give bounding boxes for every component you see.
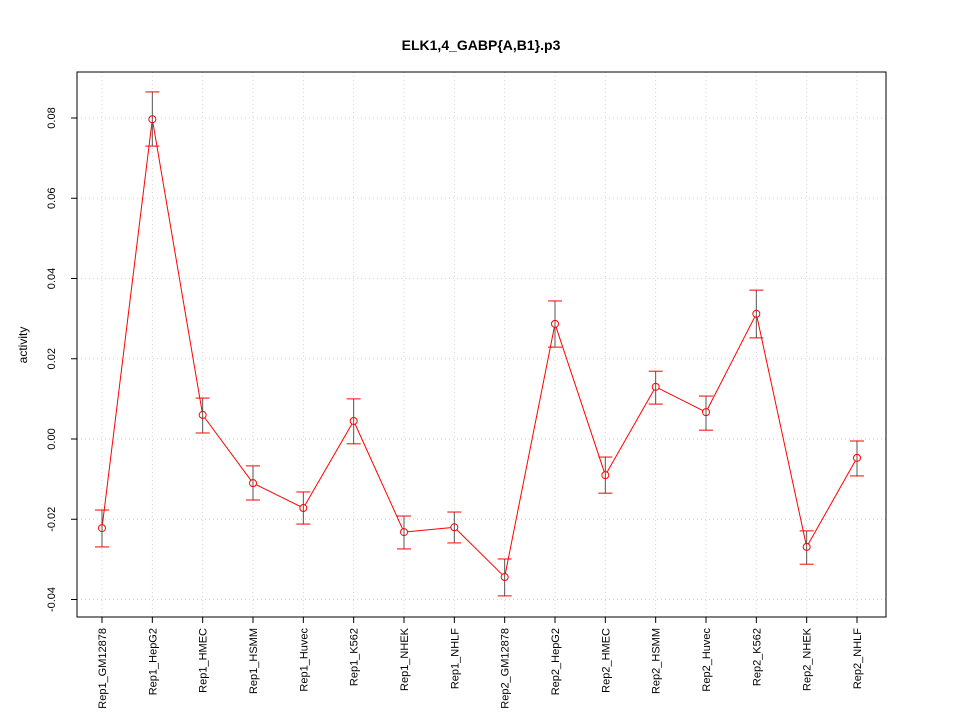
x-tick-label: Rep2_Huvec	[701, 628, 713, 692]
chart-title: ELK1,4_GABP{A,B1}.p3	[402, 37, 561, 53]
x-tick-label: Rep1_HSMM	[248, 628, 260, 694]
data-point	[349, 416, 358, 425]
data-point	[198, 410, 207, 419]
x-tick-label: Rep1_K562	[349, 628, 361, 686]
series-segment	[707, 316, 756, 410]
x-tick-label: Rep2_NHLF	[852, 628, 864, 689]
y-axis: -0.04 -0.02 0.00 0.02 0.04 0.06 0.08	[46, 107, 77, 612]
series-segment	[354, 423, 404, 530]
x-tick-label: Rep2_HMEC	[600, 628, 612, 693]
y-tick-label: -0.04	[46, 587, 58, 612]
y-tick-label: 0.08	[46, 107, 58, 128]
series-segment	[101, 122, 153, 525]
x-tick-label: Rep2_GM12878	[500, 628, 512, 709]
y-tick-label: 0.06	[46, 188, 58, 209]
data-point	[702, 408, 710, 417]
x-tick-label: Rep1_Huvec	[298, 628, 310, 692]
grid	[77, 72, 886, 617]
data-point	[802, 542, 811, 551]
y-tick-label: 0.04	[46, 268, 58, 289]
series	[95, 91, 864, 597]
x-tick-label: Rep1_GM12878	[97, 628, 109, 709]
series-segment	[555, 327, 605, 472]
x-tick-label: Rep2_HSMM	[651, 628, 663, 694]
x-axis: Rep1_GM12878 Rep1_HepG2 Rep1_HMEC Rep1_HSMM…	[97, 617, 864, 709]
plot-frame	[76, 71, 887, 618]
x-tick-label: Rep1_NHEK	[399, 627, 411, 691]
series-segment	[255, 484, 301, 507]
data-point	[500, 573, 509, 582]
x-tick-label: Rep2_NHEK	[802, 627, 814, 691]
data-point	[148, 115, 157, 124]
series-segment	[504, 327, 555, 574]
x-tick-label: Rep2_HepG2	[550, 628, 562, 695]
y-tick-label: 0.02	[46, 348, 58, 369]
data-point	[450, 523, 459, 532]
y-axis-label: activity	[16, 327, 30, 364]
series-segment	[807, 460, 856, 545]
series-segment	[756, 317, 807, 544]
series-segment	[456, 529, 503, 575]
data-point	[601, 471, 610, 480]
series-segment	[304, 423, 353, 506]
data-point	[752, 309, 761, 318]
x-tick-label: Rep1_NHLF	[449, 628, 461, 689]
data-point	[853, 453, 861, 462]
data-point	[98, 524, 106, 533]
x-tick-label: Rep1_HepG2	[147, 628, 159, 695]
data-point	[299, 504, 308, 513]
x-tick-label: Rep2_K562	[751, 628, 763, 686]
series-segment	[606, 389, 655, 473]
series-segment	[658, 387, 704, 411]
series-segment	[407, 527, 451, 533]
series-segment	[204, 417, 252, 481]
x-tick-label: Rep1_HMEC	[198, 628, 210, 693]
series-segment	[152, 122, 203, 412]
data-point	[249, 479, 257, 488]
data-point	[651, 382, 660, 391]
data-point	[551, 319, 559, 328]
data-point	[400, 528, 408, 537]
y-tick-label: 0.00	[46, 428, 58, 449]
y-tick-label: -0.02	[46, 507, 58, 532]
